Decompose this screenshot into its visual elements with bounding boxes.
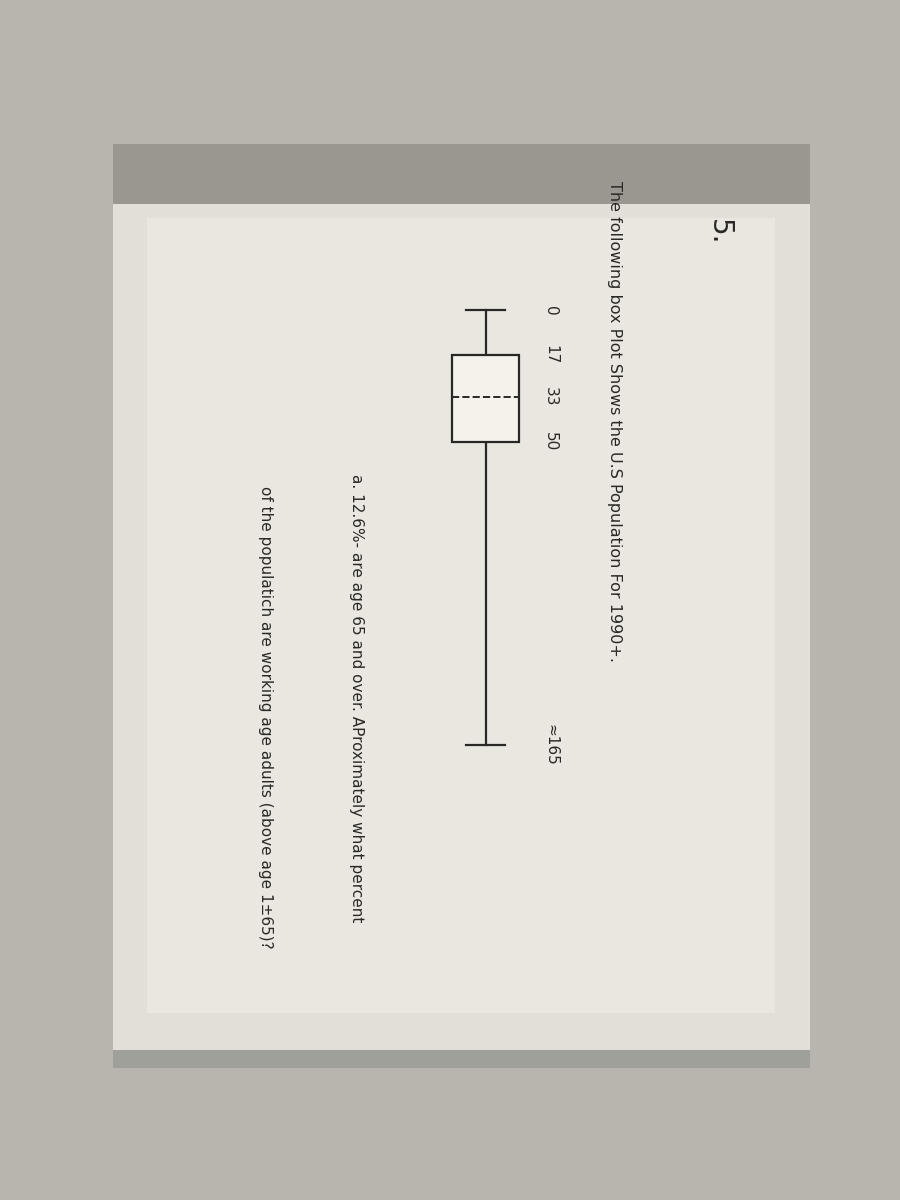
Text: 17: 17 (543, 346, 558, 365)
Text: 33: 33 (543, 388, 558, 407)
Bar (148, 218, 775, 1013)
Bar (452, 355, 519, 442)
Text: 5.: 5. (706, 218, 734, 245)
Bar (112, 1050, 810, 1068)
Text: of the populatich are working age adults (above age 1±65)?: of the populatich are working age adults… (258, 486, 274, 948)
Bar (112, 144, 810, 204)
Text: The following box Plot Shows the U.S Population For 1990+.: The following box Plot Shows the U.S Pop… (608, 181, 622, 661)
Text: 0: 0 (543, 306, 558, 316)
Text: 50: 50 (543, 432, 558, 451)
Text: ≈165: ≈165 (543, 724, 558, 766)
Text: a. 12.6%- are age 65 and over. AProximately what percent: a. 12.6%- are age 65 and over. AProximat… (349, 474, 364, 923)
